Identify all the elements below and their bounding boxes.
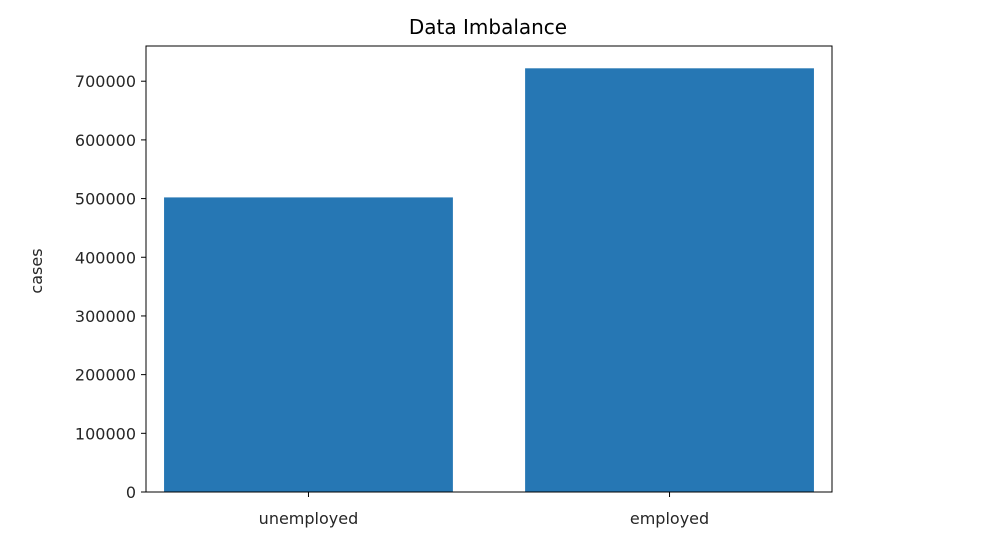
bars-layer: [164, 68, 814, 493]
bar-employed: [525, 68, 814, 493]
chart-title: Data Imbalance: [409, 15, 567, 39]
x-tick-label-employed: employed: [630, 509, 709, 528]
bar-unemployed: [164, 197, 453, 492]
y-tick-label-700000: 700000: [75, 72, 136, 91]
y-axis-label: cases: [27, 248, 46, 293]
y-tick-label-500000: 500000: [75, 190, 136, 209]
y-tick-label-200000: 200000: [75, 366, 136, 385]
y-tick-label-600000: 600000: [75, 131, 136, 150]
y-tick-label-0: 0: [126, 483, 136, 502]
x-axis-ticks: unemployed employed: [259, 492, 709, 528]
y-tick-label-100000: 100000: [75, 424, 136, 443]
y-axis-ticks: 0 100000 200000 300000 400000 500000 600000 700…: [75, 72, 146, 502]
y-tick-label-300000: 300000: [75, 307, 136, 326]
y-tick-label-400000: 400000: [75, 248, 136, 267]
x-tick-label-unemployed: unemployed: [259, 509, 359, 528]
plot-frame: [145, 45, 833, 493]
